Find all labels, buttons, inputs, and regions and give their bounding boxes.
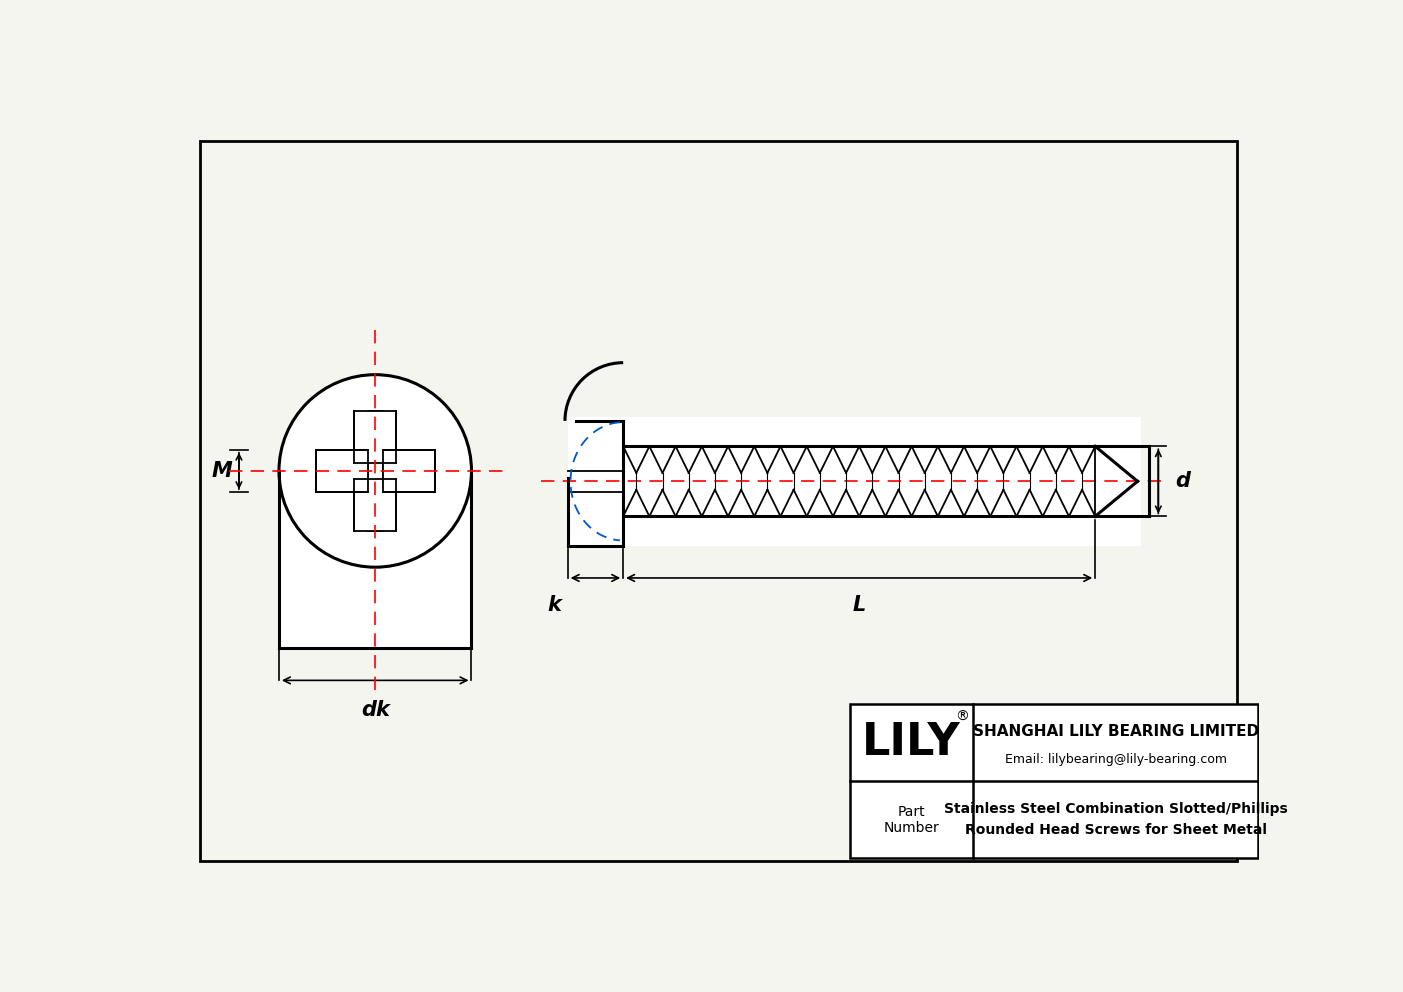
Text: Part
Number: Part Number xyxy=(884,805,940,835)
Text: dk: dk xyxy=(361,699,390,719)
Bar xyxy=(383,449,435,492)
Bar xyxy=(368,412,383,531)
Bar xyxy=(354,478,397,531)
Circle shape xyxy=(279,375,471,567)
Bar xyxy=(316,463,435,478)
Text: k: k xyxy=(547,595,561,615)
Bar xyxy=(316,449,368,492)
Text: SHANGHAI LILY BEARING LIMITED: SHANGHAI LILY BEARING LIMITED xyxy=(972,724,1258,739)
Text: d: d xyxy=(1176,471,1190,491)
Bar xyxy=(279,471,471,648)
Bar xyxy=(850,704,1258,858)
Bar xyxy=(354,412,397,463)
Text: L: L xyxy=(853,595,866,615)
Text: Email: lilybearing@lily-bearing.com: Email: lilybearing@lily-bearing.com xyxy=(1005,753,1226,766)
Text: Stainless Steel Combination Slotted/Phillips
Rounded Head Screws for Sheet Metal: Stainless Steel Combination Slotted/Phil… xyxy=(944,803,1288,837)
Bar xyxy=(568,417,1142,546)
Text: M: M xyxy=(212,461,233,481)
Text: ®: ® xyxy=(955,709,969,723)
Text: LILY: LILY xyxy=(863,721,961,764)
